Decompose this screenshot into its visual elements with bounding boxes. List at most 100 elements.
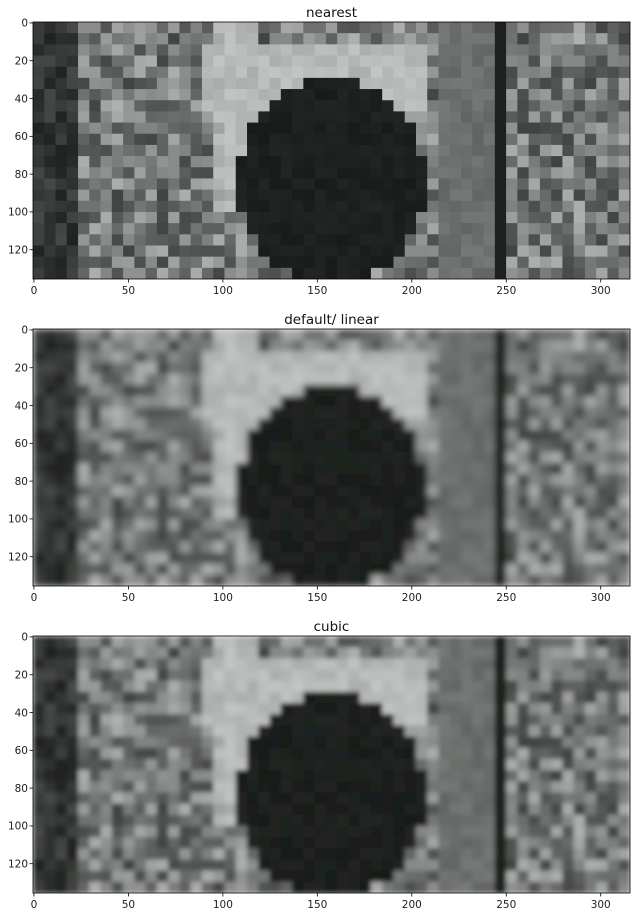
heatmap-cell xyxy=(370,407,383,419)
heatmap-cell xyxy=(427,55,440,68)
heatmap-cell xyxy=(348,463,361,475)
heatmap-cell xyxy=(269,396,282,408)
heatmap-cell xyxy=(517,647,530,659)
heatmap-cell xyxy=(55,111,68,124)
heatmap-cell xyxy=(213,22,226,34)
heatmap-cell xyxy=(303,234,316,247)
heatmap-cell xyxy=(247,22,259,34)
heatmap-cell xyxy=(472,223,485,235)
heatmap-cell xyxy=(78,814,90,827)
heatmap-cell xyxy=(314,792,327,805)
heatmap-cell xyxy=(156,837,169,849)
heatmap-cell xyxy=(247,200,259,213)
heatmap-cell xyxy=(427,245,440,258)
heatmap-cell xyxy=(66,440,79,453)
heatmap-cell xyxy=(235,574,248,586)
heatmap-cell xyxy=(258,825,271,838)
heatmap-cell xyxy=(134,440,147,453)
heatmap-cell xyxy=(461,340,473,352)
heatmap-cell xyxy=(573,418,586,431)
heatmap-cell xyxy=(427,870,440,883)
heatmap-cell xyxy=(472,245,485,258)
heatmap-cell xyxy=(100,541,113,554)
heatmap-cell xyxy=(539,384,552,397)
heatmap-cell xyxy=(483,541,496,554)
heatmap-cell xyxy=(134,189,147,202)
heatmap-cell xyxy=(461,351,473,364)
heatmap-cell xyxy=(573,647,586,659)
heatmap-cell xyxy=(78,223,90,235)
heatmap-cell xyxy=(179,211,192,224)
heatmap-cell xyxy=(213,122,226,135)
heatmap-cell xyxy=(168,178,181,191)
heatmap-cell xyxy=(179,485,192,498)
heatmap-cell xyxy=(359,680,372,693)
heatmap-cell xyxy=(573,574,586,586)
heatmap-cell xyxy=(562,189,575,202)
heatmap-cell xyxy=(584,267,597,279)
heatmap-cell xyxy=(280,223,293,235)
heatmap-cell xyxy=(506,770,518,782)
heatmap-cell xyxy=(213,485,226,498)
heatmap-cell xyxy=(461,647,473,659)
heatmap-cell xyxy=(314,362,327,375)
heatmap-cell xyxy=(168,396,181,408)
heatmap-cell xyxy=(415,574,428,586)
heatmap-cell xyxy=(78,362,90,375)
heatmap-cell xyxy=(415,122,428,135)
heatmap-cell xyxy=(494,680,507,693)
heatmap-cell xyxy=(179,340,192,352)
heatmap-cell xyxy=(506,211,518,224)
heatmap-cell xyxy=(607,267,620,279)
heatmap-cell xyxy=(78,351,90,364)
heatmap-cell xyxy=(584,803,597,816)
heatmap-cell xyxy=(280,574,293,586)
heatmap-cell xyxy=(89,245,102,258)
heatmap-cell xyxy=(33,144,45,157)
heatmap-cell xyxy=(66,189,79,202)
heatmap-cell xyxy=(201,407,214,419)
heatmap-cell xyxy=(44,747,57,760)
heatmap-cell xyxy=(562,803,575,816)
heatmap-cell xyxy=(517,267,530,279)
heatmap-cell xyxy=(33,703,45,715)
heatmap-cell xyxy=(506,814,518,827)
heatmap-cell xyxy=(235,200,248,213)
heatmap-cell xyxy=(483,256,496,269)
heatmap-cell xyxy=(607,669,620,682)
heatmap-cell xyxy=(224,714,237,726)
heatmap-cell xyxy=(370,552,383,565)
heatmap-cell xyxy=(33,770,45,782)
heatmap-cell xyxy=(573,33,586,45)
heatmap-cell xyxy=(337,881,349,893)
heatmap-cell xyxy=(461,77,473,90)
heatmap-cell xyxy=(224,725,237,738)
heatmap-cell xyxy=(201,144,214,157)
heatmap-cell xyxy=(551,463,564,475)
heatmap-cell xyxy=(348,574,361,586)
heatmap-cell xyxy=(596,223,609,235)
heatmap-cell xyxy=(506,574,518,586)
heatmap-cell xyxy=(235,55,248,68)
heatmap-cell xyxy=(292,736,304,749)
heatmap-cell xyxy=(111,33,124,45)
heatmap-cell xyxy=(55,245,68,258)
heatmap-cell xyxy=(427,518,440,531)
heatmap-cell xyxy=(562,440,575,453)
heatmap-cell xyxy=(449,574,462,586)
heatmap-cell xyxy=(584,636,597,648)
heatmap-cell xyxy=(201,122,214,135)
heatmap-cell xyxy=(201,44,214,57)
heatmap-cell xyxy=(55,859,68,872)
heatmap-cell xyxy=(393,691,406,704)
heatmap-cell xyxy=(607,837,620,849)
heatmap-cell xyxy=(78,267,90,279)
heatmap-cell xyxy=(66,22,79,34)
heatmap-cell xyxy=(382,122,395,135)
heatmap-cell xyxy=(190,211,203,224)
heatmap-cell xyxy=(528,658,541,671)
heatmap-cell xyxy=(235,758,248,771)
heatmap-cell xyxy=(449,485,462,498)
heatmap-cell xyxy=(145,658,158,671)
heatmap-cell xyxy=(483,781,496,794)
